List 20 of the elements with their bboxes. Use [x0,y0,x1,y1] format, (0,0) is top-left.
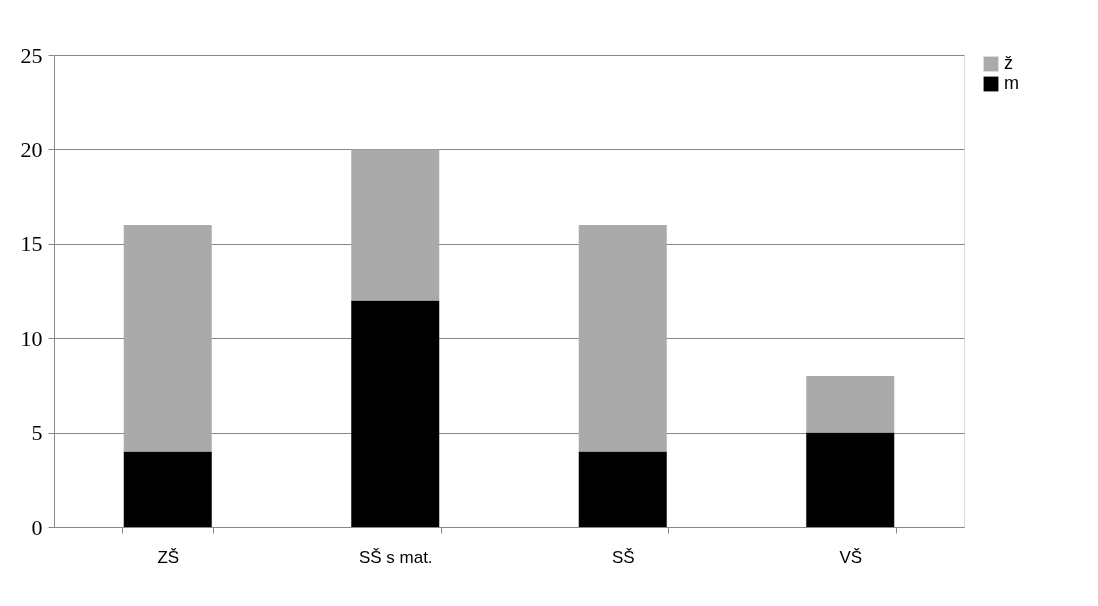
y-tick-label: 25 [20,42,43,68]
x-tick-label: ZŠ [157,547,180,567]
bar [123,451,212,527]
y-tick-label: 20 [20,136,43,162]
x-tick-label: VŠ [839,547,863,567]
y-tick-label: 15 [20,231,43,257]
y-tick-label: 5 [31,420,43,446]
bar [806,432,895,527]
bar [351,149,440,301]
bar [578,224,667,452]
bar [806,375,895,433]
y-tick-label: 0 [31,514,43,540]
legend-label: m [1004,73,1019,93]
legend-label: ž [1004,53,1013,73]
bar [123,224,212,452]
x-tick-label: SŠ [611,547,635,567]
y-tick-label: 10 [20,325,43,351]
x-tick-label: SŠ s mat. [358,547,433,567]
bar [578,451,667,527]
bar [351,300,440,527]
